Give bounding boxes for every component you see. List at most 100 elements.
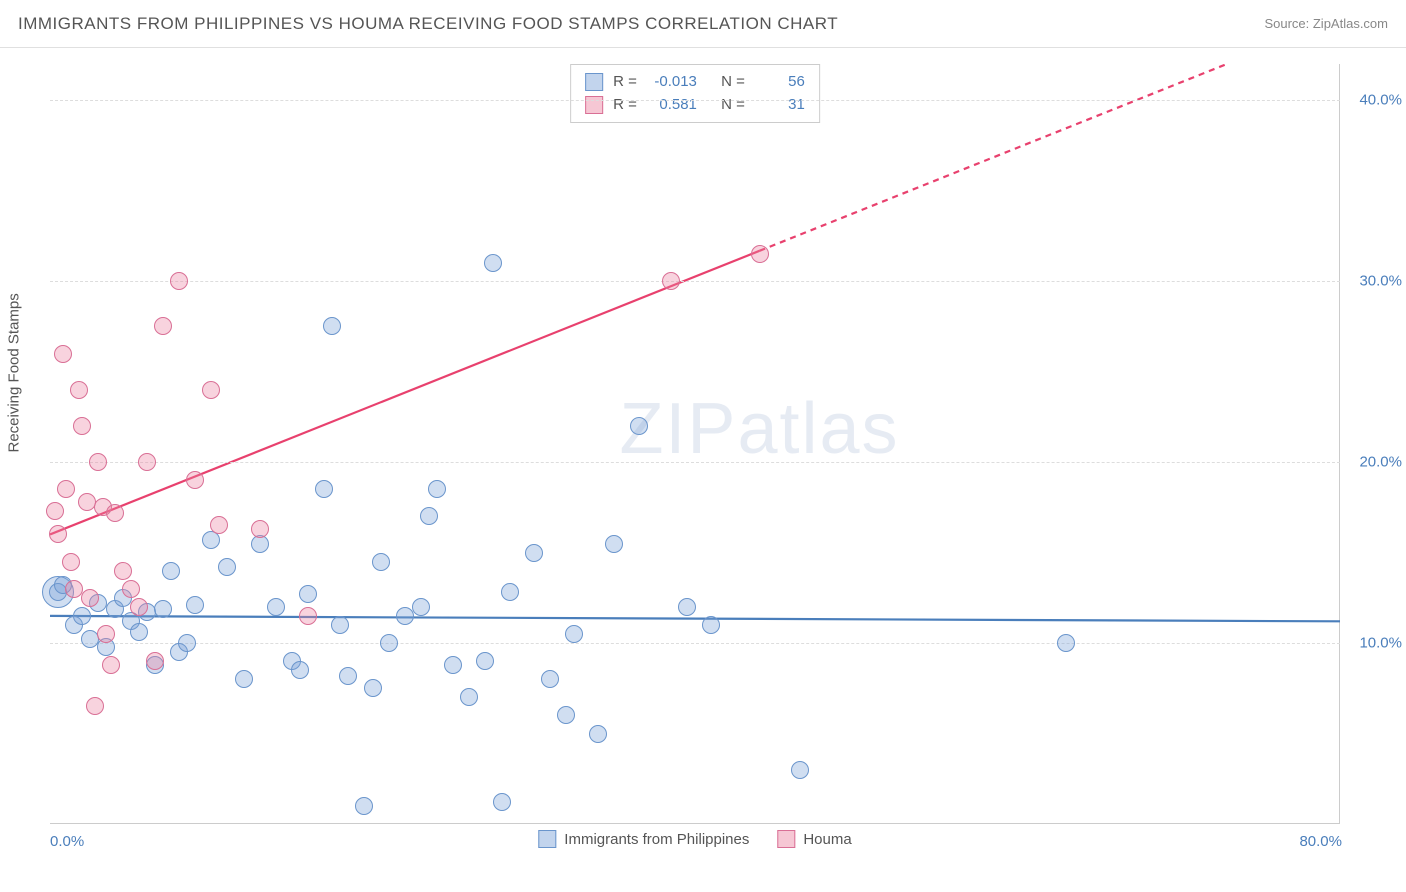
y-tick-label: 40.0% [1359,92,1402,109]
scatter-marker [557,706,575,724]
scatter-marker [380,634,398,652]
scatter-marker [420,507,438,525]
scatter-marker [791,761,809,779]
bottom-legend-item: Houma [777,830,851,848]
x-tick-label: 0.0% [50,833,84,850]
stat-legend-row: R = -0.013 N = 56 [585,71,805,94]
stat-r-value: 0.581 [647,94,697,117]
scatter-marker [396,607,414,625]
scatter-marker [73,607,91,625]
scatter-marker [235,670,253,688]
scatter-marker [501,583,519,601]
bottom-legend-item: Immigrants from Philippines [538,830,749,848]
y-axis-line-right [1339,64,1340,824]
scatter-marker [202,381,220,399]
scatter-marker [291,661,309,679]
scatter-marker [122,580,140,598]
plot-region: ZIPatlas R = -0.013 N = 56 R = 0.581 N =… [50,64,1340,824]
bottom-legend-label: Houma [803,831,851,848]
scatter-marker [630,417,648,435]
scatter-marker [114,562,132,580]
scatter-marker [86,697,104,715]
scatter-marker [154,317,172,335]
scatter-marker [70,381,88,399]
scatter-marker [428,480,446,498]
x-tick-label: 80.0% [1299,833,1342,850]
y-tick-label: 20.0% [1359,454,1402,471]
chart-area: ZIPatlas R = -0.013 N = 56 R = 0.581 N =… [50,64,1340,824]
scatter-marker [460,688,478,706]
scatter-marker [364,679,382,697]
scatter-marker [210,516,228,534]
scatter-marker [54,345,72,363]
scatter-marker [102,656,120,674]
scatter-marker [49,525,67,543]
bottom-legend: Immigrants from Philippines Houma [538,830,851,848]
scatter-marker [97,625,115,643]
source-name: ZipAtlas.com [1313,16,1388,31]
scatter-marker [106,504,124,522]
scatter-marker [186,471,204,489]
scatter-marker [702,616,720,634]
scatter-marker [484,254,502,272]
scatter-marker [170,272,188,290]
scatter-marker [130,598,148,616]
legend-swatch-pink [777,830,795,848]
x-axis-line [50,823,1340,824]
y-tick-label: 10.0% [1359,635,1402,652]
watermark: ZIPatlas [619,388,899,470]
grid-line [50,100,1340,101]
scatter-marker [57,480,75,498]
legend-swatch-pink [585,96,603,114]
scatter-marker [1057,634,1075,652]
scatter-marker [299,585,317,603]
y-tick-label: 30.0% [1359,273,1402,290]
scatter-marker [46,502,64,520]
stat-n-value: 31 [755,94,805,117]
scatter-marker [412,598,430,616]
scatter-marker [565,625,583,643]
stat-n-label: N = [721,94,745,117]
source-prefix: Source: [1264,16,1312,31]
regression-line [50,616,1340,621]
regression-lines-svg [50,64,1340,824]
scatter-marker [315,480,333,498]
scatter-marker [339,667,357,685]
scatter-marker [678,598,696,616]
scatter-marker [493,793,511,811]
grid-line [50,281,1340,282]
scatter-marker [355,797,373,815]
scatter-marker [525,544,543,562]
scatter-marker [178,634,196,652]
scatter-marker [589,725,607,743]
scatter-marker [218,558,236,576]
scatter-marker [541,670,559,688]
scatter-marker [372,553,390,571]
stat-r-label: R = [613,94,637,117]
legend-swatch-blue [585,73,603,91]
scatter-marker [299,607,317,625]
chart-title: IMMIGRANTS FROM PHILIPPINES VS HOUMA REC… [18,14,838,34]
scatter-marker [73,417,91,435]
stat-r-label: R = [613,71,637,94]
scatter-marker [331,616,349,634]
stat-legend-row: R = 0.581 N = 31 [585,94,805,117]
stat-n-value: 56 [755,71,805,94]
scatter-marker [162,562,180,580]
scatter-marker [751,245,769,263]
scatter-marker [476,652,494,670]
scatter-marker [138,453,156,471]
header: IMMIGRANTS FROM PHILIPPINES VS HOUMA REC… [0,0,1406,48]
grid-line [50,462,1340,463]
legend-swatch-blue [538,830,556,848]
stat-legend: R = -0.013 N = 56 R = 0.581 N = 31 [570,64,820,123]
scatter-marker [186,596,204,614]
bottom-legend-label: Immigrants from Philippines [564,831,749,848]
scatter-marker [130,623,148,641]
scatter-marker [81,589,99,607]
regression-line-dashed [760,64,1341,251]
scatter-marker [146,652,164,670]
scatter-marker [323,317,341,335]
scatter-marker [444,656,462,674]
scatter-marker [251,520,269,538]
